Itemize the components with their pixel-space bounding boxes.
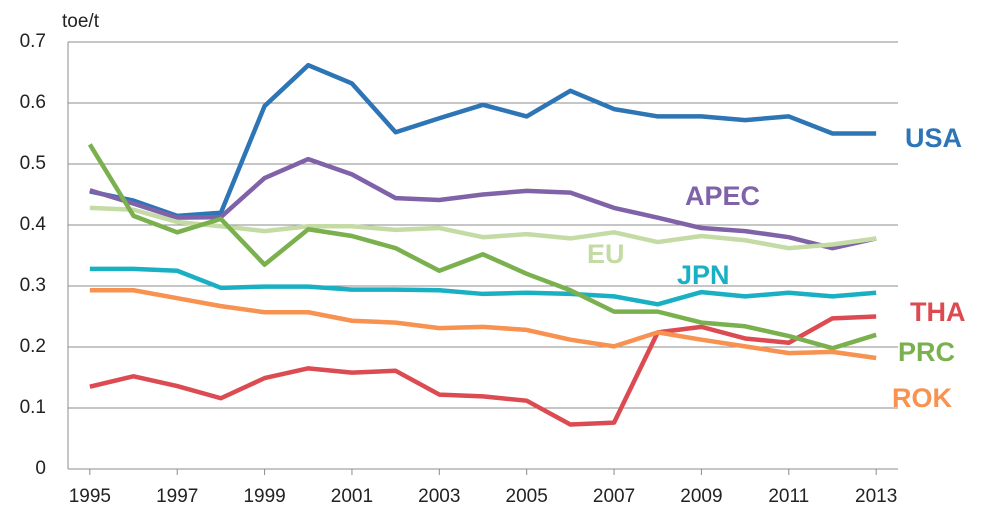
x-tick-label: 2001 xyxy=(331,486,373,507)
y-tick-label: 0.1 xyxy=(20,397,46,418)
x-tick-label: 2005 xyxy=(506,486,548,507)
x-tick-label: 2009 xyxy=(680,486,722,507)
series-label: APEC xyxy=(685,181,760,211)
y-tick-label: 0.6 xyxy=(20,92,46,113)
x-tick-label: 2003 xyxy=(418,486,460,507)
x-tick-label: 2013 xyxy=(855,486,897,507)
x-tick-label: 1999 xyxy=(243,486,285,507)
series-label: USA xyxy=(905,123,962,153)
series-line xyxy=(89,314,877,427)
series-line xyxy=(89,288,877,361)
y-tick-label: 0.4 xyxy=(20,214,47,235)
y-axis-unit: toe/t xyxy=(62,11,100,32)
series-label: THA xyxy=(910,297,966,327)
y-tick-label: 0.2 xyxy=(20,336,46,357)
y-tick-label: 0.3 xyxy=(20,275,46,296)
series-line xyxy=(87,143,877,351)
series-label: JPN xyxy=(677,260,730,290)
y-tick-label: 0.7 xyxy=(20,31,46,52)
x-tick-label: 1997 xyxy=(156,486,198,507)
x-tick-label: 1995 xyxy=(69,486,111,507)
series-label: ROK xyxy=(892,383,953,413)
series-label: PRC xyxy=(898,337,955,367)
y-tick-label: 0.5 xyxy=(20,153,46,174)
y-tick-label: 0 xyxy=(35,458,46,479)
x-tick-label: 2007 xyxy=(593,486,635,507)
series-line xyxy=(89,266,877,307)
x-tick-label: 2011 xyxy=(768,486,809,507)
series-label: EU xyxy=(587,239,625,269)
series-line xyxy=(89,62,877,219)
series-line xyxy=(89,205,877,251)
